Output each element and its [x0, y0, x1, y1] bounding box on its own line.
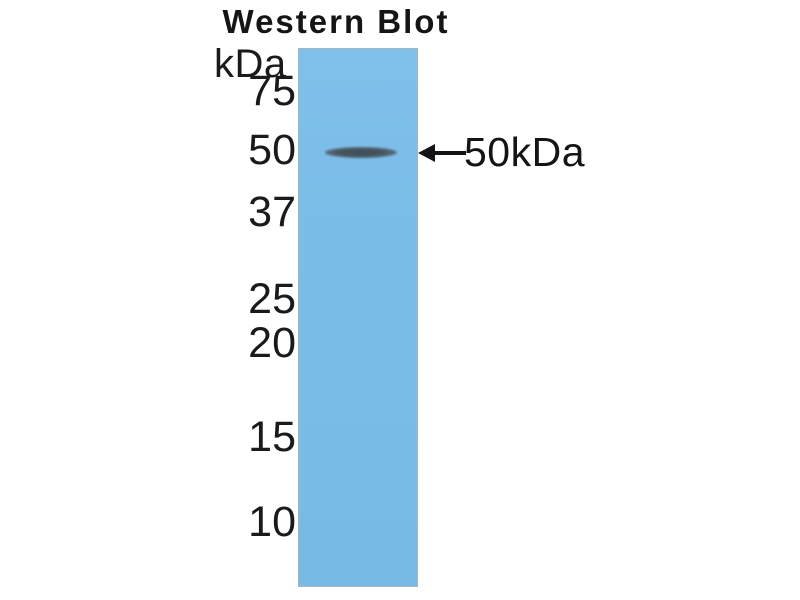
band-size-annotation: 50kDa — [464, 129, 586, 175]
mw-marker-50: 50 — [248, 126, 296, 174]
protein-band-50kda — [325, 147, 397, 158]
mw-marker-25: 25 — [248, 275, 296, 323]
figure-title: Western Blot — [222, 3, 450, 40]
mw-marker-15: 15 — [248, 413, 296, 461]
mw-marker-10: 10 — [248, 498, 296, 546]
left-arrow-icon — [418, 144, 466, 162]
kda-unit-label: kDa — [214, 42, 287, 86]
mw-marker-20: 20 — [248, 319, 296, 367]
mw-marker-37: 37 — [248, 188, 296, 236]
mw-marker-75: 75 — [248, 67, 296, 115]
blot-lane — [298, 48, 418, 587]
